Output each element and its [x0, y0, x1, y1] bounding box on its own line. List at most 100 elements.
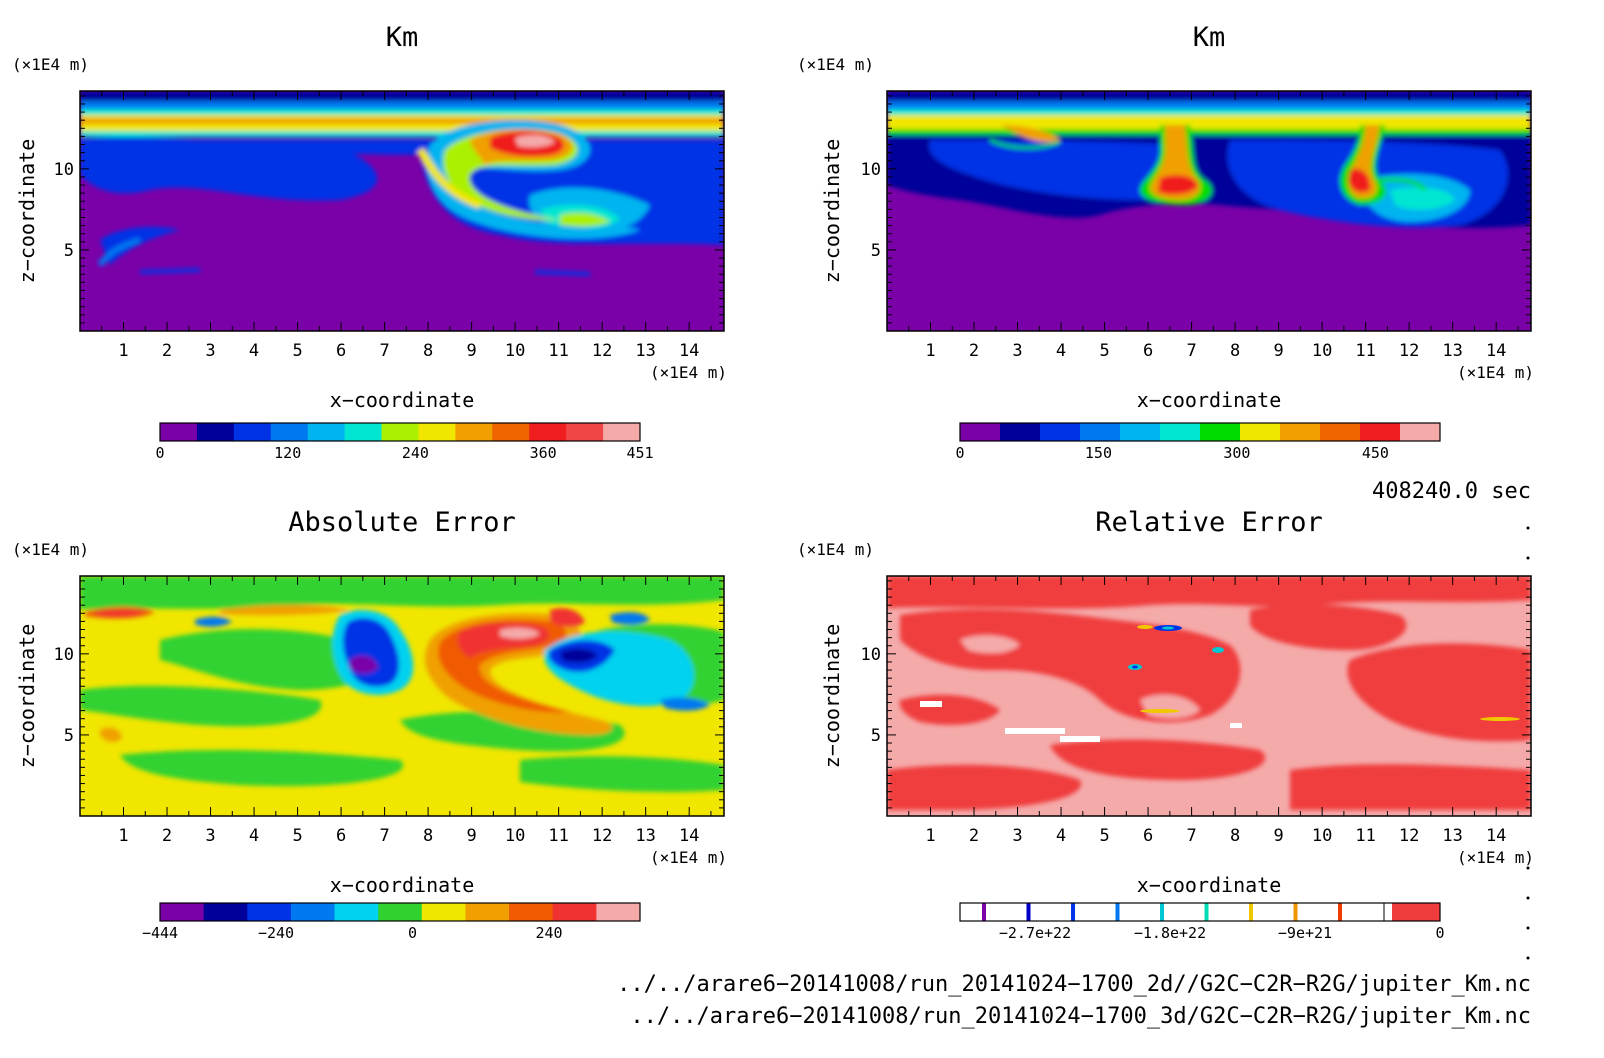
plot-frame	[79, 90, 725, 332]
x-axis-label: x−coordinate	[1137, 873, 1282, 897]
x-tick-label: 3	[205, 826, 215, 846]
sharp-feature	[1132, 665, 1138, 669]
panel-title: Relative Error	[1095, 507, 1323, 538]
x-tick-label: 11	[1355, 341, 1375, 361]
x-tick-label: 7	[379, 341, 389, 361]
field-contours	[887, 91, 1531, 228]
x-tick-label: 2	[162, 826, 172, 846]
white-patch	[920, 701, 942, 707]
x-tick-marks	[80, 576, 724, 816]
colorbar-swatch	[1338, 903, 1342, 921]
colorbar-swatch	[492, 423, 530, 441]
colorbar-swatch	[1115, 903, 1120, 921]
colorbar-tick-label: 360	[530, 444, 557, 462]
colorbar-swatch	[203, 903, 248, 921]
x-tick-label: 7	[1186, 341, 1196, 361]
sharp-feature	[1162, 626, 1174, 630]
colorbar-swatch	[465, 903, 510, 921]
colorbar-swatch	[1080, 423, 1121, 441]
x-tick-label: 8	[1230, 341, 1240, 361]
colorbar-swatch	[1360, 423, 1401, 441]
colorbar-swatch	[603, 423, 641, 441]
x-tick-label: 6	[1143, 341, 1153, 361]
x-tick-label: 6	[336, 826, 346, 846]
colorbar-swatch	[421, 903, 466, 921]
x-tick-label: 5	[292, 341, 302, 361]
field-contours	[80, 576, 724, 793]
colorbar-tick-label: −2.7e+22	[999, 924, 1071, 942]
colorbar-tick-label: 451	[626, 444, 653, 462]
colorbar: 0 150 300 450	[955, 422, 1441, 462]
x-tick-label: 11	[548, 826, 568, 846]
colorbar-swatch	[1040, 423, 1081, 441]
panel-title: Km	[386, 22, 419, 53]
colorbar-swatch	[1026, 903, 1031, 921]
colorbar-swatch	[381, 423, 419, 441]
heatmap-field	[80, 91, 724, 331]
x-tick-label: 11	[548, 341, 568, 361]
heatmap-field	[887, 576, 1531, 816]
x-tick-label: 4	[249, 341, 259, 361]
colorbar-swatch	[344, 423, 383, 441]
colorbar-tick-label: 240	[535, 924, 562, 942]
x-tick-label: 8	[1230, 826, 1240, 846]
x-tick-label: 1	[118, 341, 128, 361]
x-tick-label: 5	[1099, 341, 1109, 361]
x-tick-label: 10	[1312, 341, 1332, 361]
heatmap-field	[887, 91, 1531, 331]
x-tick-label: 6	[1143, 826, 1153, 846]
colorbar-swatch	[418, 423, 456, 441]
colorbar-tick-label: 0	[955, 444, 964, 462]
x-tick-label: 4	[1056, 826, 1066, 846]
x-tick-label: 3	[205, 341, 215, 361]
colorbar-swatch	[290, 903, 336, 921]
x-unit-label: (×1E4 m)	[1457, 848, 1534, 867]
colorbar-swatch	[1160, 423, 1201, 441]
y-tick-label: 10	[54, 160, 74, 180]
colorbar-swatch	[960, 423, 1001, 441]
colorbar-swatch	[529, 423, 567, 441]
file-path-3d: ../../arare6−20141008/run_20141024−1700_…	[630, 1004, 1531, 1029]
panel-relative-error: Relative Error (×1E4 m) z−coordinate	[797, 507, 1534, 942]
colorbar: −444 −240 0 240	[142, 902, 641, 942]
x-tick-label: 6	[336, 341, 346, 361]
panel-absolute-error: Absolute Error (×1E4 m) z−coordinate	[12, 507, 727, 942]
y-unit-label: (×1E4 m)	[797, 540, 874, 559]
x-tick-marks	[887, 576, 1531, 816]
x-tick-label: 12	[592, 341, 612, 361]
white-patch	[1005, 728, 1065, 734]
x-tick-label: 9	[466, 826, 476, 846]
colorbar-swatch	[1293, 903, 1298, 921]
x-unit-label: (×1E4 m)	[650, 363, 727, 382]
colorbar-tick-label: 120	[274, 444, 301, 462]
x-tick-label: 9	[1273, 826, 1283, 846]
x-tick-label: 14	[679, 826, 699, 846]
y-tick-label: 10	[861, 160, 881, 180]
colorbar-swatch	[1204, 903, 1209, 921]
x-tick-label: 10	[505, 341, 525, 361]
colorbar: −2.7e+22 −1.8e+22 −9e+21 0	[959, 902, 1445, 942]
x-tick-label: 2	[969, 341, 979, 361]
colorbar-swatch	[1200, 423, 1241, 441]
x-tick-label: 14	[1486, 341, 1506, 361]
colorbar-swatch	[307, 423, 346, 441]
y-axis-label: z−coordinate	[820, 139, 844, 284]
x-tick-label: 5	[292, 826, 302, 846]
colorbar-swatch	[1160, 903, 1164, 921]
x-tick-label: 13	[1442, 341, 1462, 361]
white-patch	[1060, 736, 1100, 742]
x-tick-label: 11	[1355, 826, 1375, 846]
colorbar-swatch	[596, 903, 641, 921]
x-axis-label: x−coordinate	[1137, 388, 1282, 412]
colorbar-swatch	[1071, 903, 1075, 921]
x-tick-label: 13	[635, 826, 655, 846]
y-tick-label: 10	[54, 645, 74, 665]
colorbar-swatch	[455, 423, 493, 441]
field-contours	[80, 91, 724, 276]
colorbar-tick-label: −1.8e+22	[1134, 924, 1206, 942]
white-patch	[1230, 723, 1242, 728]
y-unit-label: (×1E4 m)	[12, 55, 89, 74]
x-axis-label: x−coordinate	[330, 873, 475, 897]
colorbar-frame	[159, 902, 641, 922]
